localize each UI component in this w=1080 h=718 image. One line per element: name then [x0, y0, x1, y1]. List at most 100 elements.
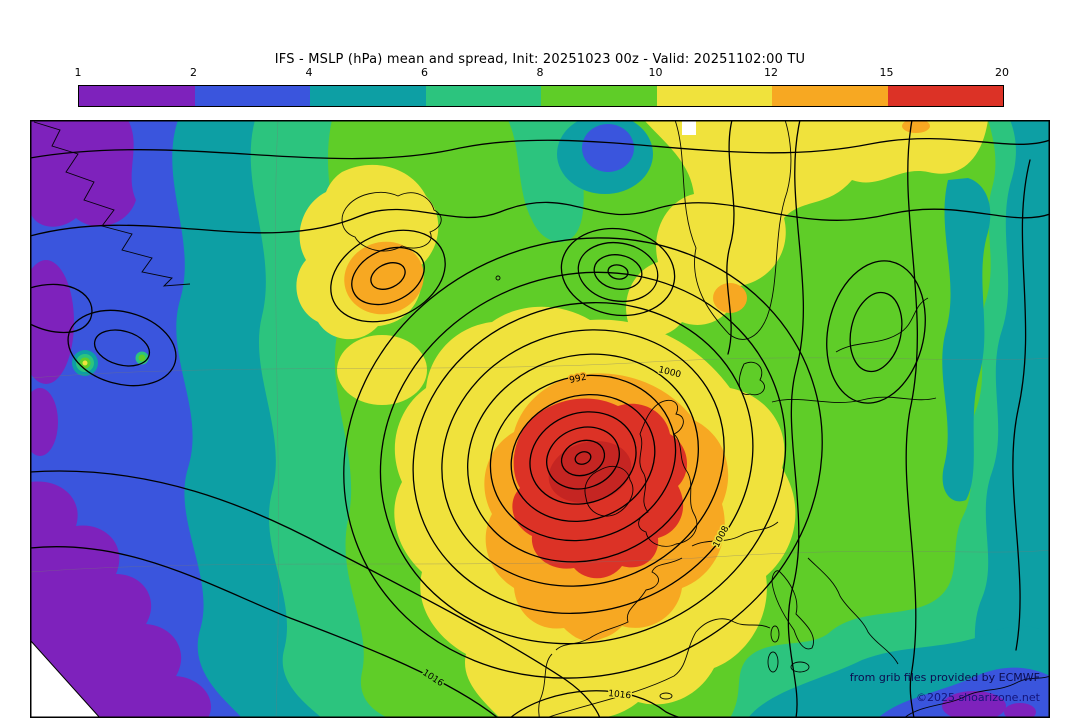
- isobar-line: [726, 120, 735, 355]
- colorbar: [78, 85, 1004, 107]
- isobar-ring: [412, 302, 754, 614]
- colorbar-segment-green: [541, 86, 657, 106]
- isobar-ring-west: [67, 309, 177, 387]
- isobar-ring-baltic: [849, 291, 903, 373]
- spread-region-purple-topleft: [30, 120, 136, 227]
- spread-region-purple-bottomleft: [30, 481, 212, 718]
- coast-corsica: [770, 625, 780, 643]
- map-border: [30, 120, 1050, 718]
- coast-portugal: [538, 653, 553, 718]
- coast-france-biscay: [555, 557, 683, 651]
- isobar-line: [30, 546, 499, 718]
- spread-region-orange-southtail: [562, 589, 618, 641]
- coast-sicily: [790, 661, 810, 673]
- isobar-ring-secondary: [577, 241, 659, 303]
- isobar-ring-baltic: [826, 260, 926, 404]
- graticule-line: [30, 549, 1050, 573]
- colorbar-tick: 15: [879, 66, 894, 79]
- coast-greenland: [33, 121, 191, 287]
- coast-spain-med: [545, 618, 735, 718]
- map-canvas: 992 1000 1008 1016 1016 from grib files …: [30, 120, 1050, 718]
- credit-line-1: from grib files provided by ECMWF: [849, 671, 1040, 684]
- isobar-ring: [467, 353, 699, 563]
- coast-north-africa: [903, 675, 1050, 718]
- isobar-line: [787, 120, 805, 718]
- coast-south-france: [733, 621, 771, 629]
- graticule-line: [275, 120, 279, 718]
- coast-italy: [771, 570, 814, 650]
- colorbar-segment-teal: [310, 86, 426, 106]
- spread-region-orange-top-sliver: [902, 120, 930, 133]
- coast-ireland: [584, 466, 634, 517]
- spread-region-teal-right-streak: [942, 178, 991, 502]
- isobar-ring: [546, 426, 620, 490]
- isobar-ring-iceland: [330, 229, 446, 323]
- graticule-line: [30, 357, 1050, 379]
- coast-balearics: [659, 692, 673, 700]
- top-notch: [682, 120, 696, 135]
- coast-north-sea: [691, 521, 779, 547]
- isobar-line: [905, 120, 918, 718]
- spread-field: [30, 120, 1050, 718]
- spread-region-orange-iceland: [344, 241, 424, 315]
- spread-region-yellow-iceland-tail: [337, 335, 427, 405]
- colorbar-tick: 1: [74, 66, 82, 79]
- colorbar-segment-blue: [194, 86, 310, 106]
- mini-bullseye2-green: [138, 354, 146, 362]
- map-credits: from grib files provided by ECMWF ©2025 …: [850, 668, 1040, 708]
- coast-scandinavia: [674, 120, 792, 340]
- isobar-line: [30, 470, 601, 718]
- isobar-ring-west: [93, 329, 151, 367]
- colorbar-tick: 8: [536, 66, 544, 79]
- colorbar-tick: 2: [190, 66, 197, 79]
- colorbar-tick: 10: [648, 66, 663, 79]
- coast-denmark: [738, 361, 765, 396]
- projection-corner-edge: [30, 639, 101, 718]
- coast-baltic-north: [835, 297, 929, 353]
- colorbar-tick: 6: [421, 66, 428, 79]
- colorbar-segment-purple: [79, 86, 195, 106]
- colorbar-ticks: 1 2 4 6 8 10 12 15 20: [74, 66, 1010, 80]
- isobar-ring-secondary: [593, 254, 643, 290]
- colorbar-tick: 12: [764, 66, 778, 79]
- isobar-ring: [343, 237, 823, 679]
- page-title: IFS - MSLP (hPa) mean and spread, Init: …: [274, 52, 806, 67]
- isobar-ring-iceland: [370, 262, 406, 290]
- isobar-ring-iceland: [351, 246, 425, 306]
- spread-region-blue-spot: [582, 124, 634, 172]
- contour-label-1016b: 1016: [608, 689, 632, 701]
- colorbar-tick: 4: [305, 66, 313, 79]
- isobar-ring: [379, 271, 787, 645]
- coast-sardinia: [767, 651, 779, 673]
- spread-region-purple-bottomright: [942, 691, 1006, 718]
- isobar-line: [30, 138, 1050, 160]
- isobar-ring: [560, 439, 606, 477]
- colorbar-segment-seagreen: [425, 86, 541, 106]
- isobar-ring: [489, 374, 677, 542]
- spread-region-yellow-northeast: [626, 120, 988, 337]
- colorbar-tick: 20: [995, 66, 1009, 79]
- coast-iceland: [341, 192, 442, 252]
- spread-region-purple-leftstrip2: [30, 388, 58, 456]
- map-svg: 992 1000 1008 1016 1016: [30, 120, 1050, 718]
- colorbar-segment-yellow: [656, 86, 772, 106]
- coast-uk: [638, 400, 698, 547]
- coastlines: [33, 120, 1050, 718]
- isobar-ring: [574, 451, 592, 465]
- isobar-ring-secondary: [607, 264, 629, 280]
- coast-baltic-south: [771, 396, 937, 403]
- isobar-ring-secondary: [560, 227, 676, 317]
- credit-line-2: ©2025 shoarizone.net: [915, 691, 1040, 704]
- coast-adriatic-balkans: [807, 557, 899, 665]
- spread-region-purple-bottomright2: [1004, 703, 1036, 718]
- colorbar-segment-red: [887, 86, 1003, 106]
- isobar-line: [30, 283, 93, 334]
- mini-bullseye-yellow: [82, 360, 88, 366]
- isobar-line: [30, 201, 1050, 237]
- spread-region-orange-east-spot: [713, 283, 747, 313]
- isobar-line: [1012, 159, 1031, 651]
- isobar-ring: [529, 411, 637, 505]
- isobar-contours: [30, 120, 1050, 718]
- colorbar-segment-orange: [772, 86, 888, 106]
